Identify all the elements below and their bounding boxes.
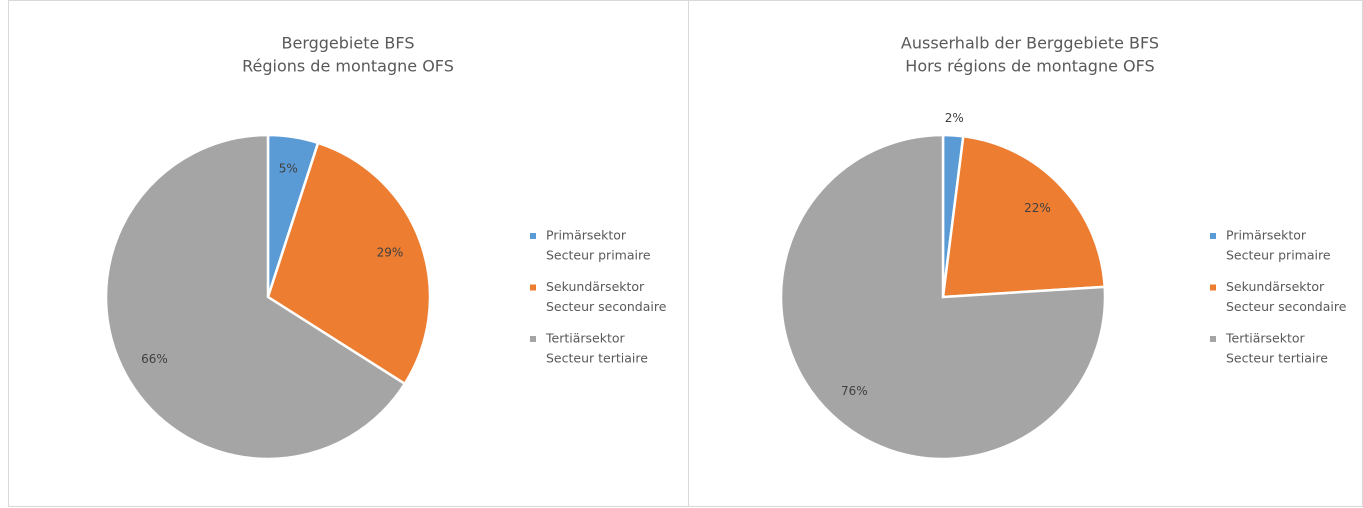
legend-label: Secteur primaire [546,248,651,263]
data-label: 29% [377,246,404,260]
data-label: 76% [841,384,868,398]
legend-label: Tertiärsektor [545,331,626,346]
legend-label: Secteur primaire [1226,248,1331,263]
legend-label: Tertiärsektor [1225,331,1306,346]
legend-label: Sekundärsektor [1226,279,1325,294]
legend-label: Sekundärsektor [546,279,645,294]
pie-slice [779,133,1107,461]
legend-label: Secteur secondaire [546,299,667,314]
legend-marker [1210,284,1216,291]
pie-slice [941,134,1107,299]
legend-marker [530,233,536,239]
legend-label: Primärsektor [546,228,627,243]
legend-marker [530,284,536,291]
legend-label: Primärsektor [1226,228,1307,243]
pie-slice [104,133,407,461]
legend-marker [1210,233,1216,239]
data-label: 22% [1024,201,1051,215]
legend-marker [1210,336,1216,342]
chart-title: Régions de montagne OFS [242,57,454,76]
pie-slice [266,141,432,386]
data-label: 66% [141,352,168,366]
legend-label: Secteur secondaire [1226,299,1347,314]
chart-title: Hors régions de montagne OFS [905,57,1154,76]
legend-label: Secteur tertiaire [1226,351,1328,366]
chart-title: Ausserhalb der Berggebiete BFS [901,34,1159,53]
legend-marker [530,336,536,342]
chart-title: Berggebiete BFS [282,34,415,53]
data-label: 5% [279,161,298,175]
data-label: 2% [945,111,964,125]
legend-label: Secteur tertiaire [546,351,648,366]
